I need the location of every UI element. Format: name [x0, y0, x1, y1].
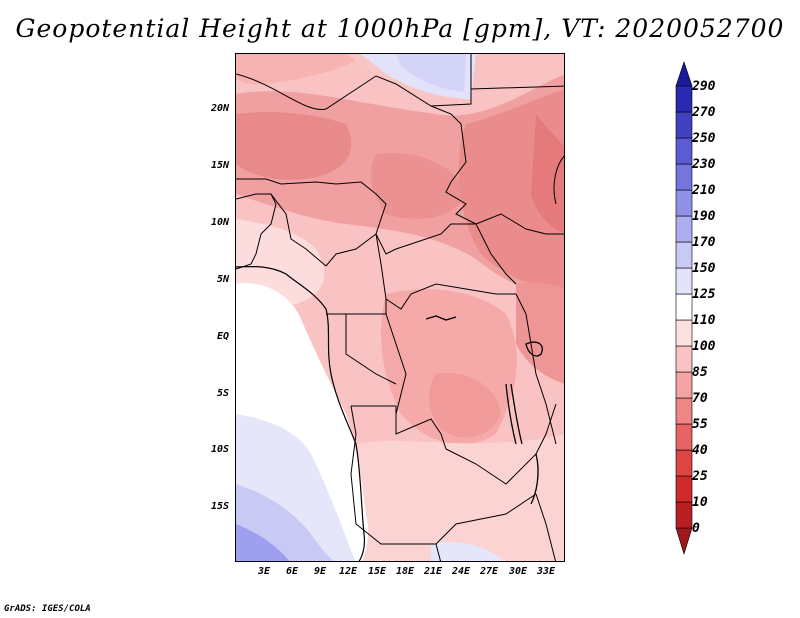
lat-label: 10N — [210, 217, 229, 228]
west-high-core — [236, 112, 352, 180]
colorbar-segment — [675, 345, 693, 373]
colorbar-segment — [675, 111, 693, 139]
lon-label: 9E — [313, 566, 327, 577]
colorbar-label: 190 — [692, 209, 716, 224]
katanga-medium-core — [429, 373, 501, 438]
lon-label: 21E — [423, 566, 443, 577]
lakes — [425, 315, 543, 505]
colorbar-triangle-low — [675, 527, 693, 556]
lat-label: 15S — [210, 501, 229, 512]
colorbar-label: 250 — [692, 131, 716, 146]
colorbar-label: 40 — [692, 443, 708, 458]
colorbar-segment — [675, 501, 693, 529]
colorbar-label: 210 — [692, 183, 716, 198]
colorbar-label: 110 — [692, 313, 716, 328]
footer-credit: GrADS: IGES/COLA — [4, 604, 91, 614]
lakes-region — [516, 282, 564, 384]
north-lighter — [236, 54, 366, 85]
guinea-lighter — [236, 219, 325, 307]
colorbar-label: 85 — [692, 365, 708, 380]
colorbar-segment — [675, 293, 693, 321]
chad-high-core — [370, 153, 466, 219]
colorbar-segment — [675, 423, 693, 451]
lat-label: 15N — [210, 160, 229, 171]
colorbar-label: 270 — [692, 105, 716, 120]
colorbar-segment — [675, 449, 693, 477]
atlantic-low-3 — [236, 524, 290, 561]
colorbar-label: 55 — [692, 417, 708, 432]
colorbar-segment — [675, 189, 693, 217]
colorbar-segment — [675, 397, 693, 425]
colorbar — [675, 61, 693, 556]
south-low-blue — [431, 542, 504, 561]
colorbar-label: 100 — [692, 339, 716, 354]
height-field-map — [236, 54, 564, 561]
lat-label: EQ — [216, 331, 229, 342]
colorbar-triangle-high — [675, 61, 693, 87]
north-low-blue-core — [396, 54, 466, 92]
lat-label: 5N — [216, 274, 229, 285]
lon-label: 27E — [479, 566, 499, 577]
south-lighter — [356, 434, 564, 561]
colorbar-segment — [675, 371, 693, 399]
colorbar-label: 150 — [692, 261, 716, 276]
colorbar-label: 0 — [692, 521, 700, 536]
colorbar-segment — [675, 241, 693, 269]
colorbar-label: 125 — [692, 287, 716, 302]
map-panel — [235, 53, 565, 562]
lon-label: 12E — [338, 566, 358, 577]
lon-label: 3E — [257, 566, 271, 577]
lon-label: 30E — [508, 566, 528, 577]
lon-label: 18E — [395, 566, 415, 577]
lon-label: 24E — [451, 566, 471, 577]
colorbar-label: 230 — [692, 157, 716, 172]
coastline — [236, 265, 366, 561]
colorbar-label: 70 — [692, 391, 708, 406]
lat-label: 5S — [216, 388, 229, 399]
colorbar-segment — [675, 267, 693, 295]
colorbar-segment — [675, 319, 693, 347]
colorbar-label: 10 — [692, 495, 708, 510]
lat-label: 20N — [210, 103, 229, 114]
lon-label: 15E — [367, 566, 387, 577]
map-title: Geopotential Height at 1000hPa [gpm], VT… — [15, 14, 785, 43]
colorbar-label: 170 — [692, 235, 716, 250]
colorbar-label: 290 — [692, 79, 716, 94]
colorbar-segment — [675, 163, 693, 191]
colorbar-label: 25 — [692, 469, 708, 484]
colorbar-segment — [675, 215, 693, 243]
colorbar-segment — [675, 85, 693, 113]
country-borders — [236, 54, 564, 561]
lon-label: 33E — [536, 566, 556, 577]
lon-label: 6E — [285, 566, 299, 577]
lat-label: 10S — [210, 444, 229, 455]
colorbar-segment — [675, 475, 693, 503]
colorbar-segment — [675, 137, 693, 165]
